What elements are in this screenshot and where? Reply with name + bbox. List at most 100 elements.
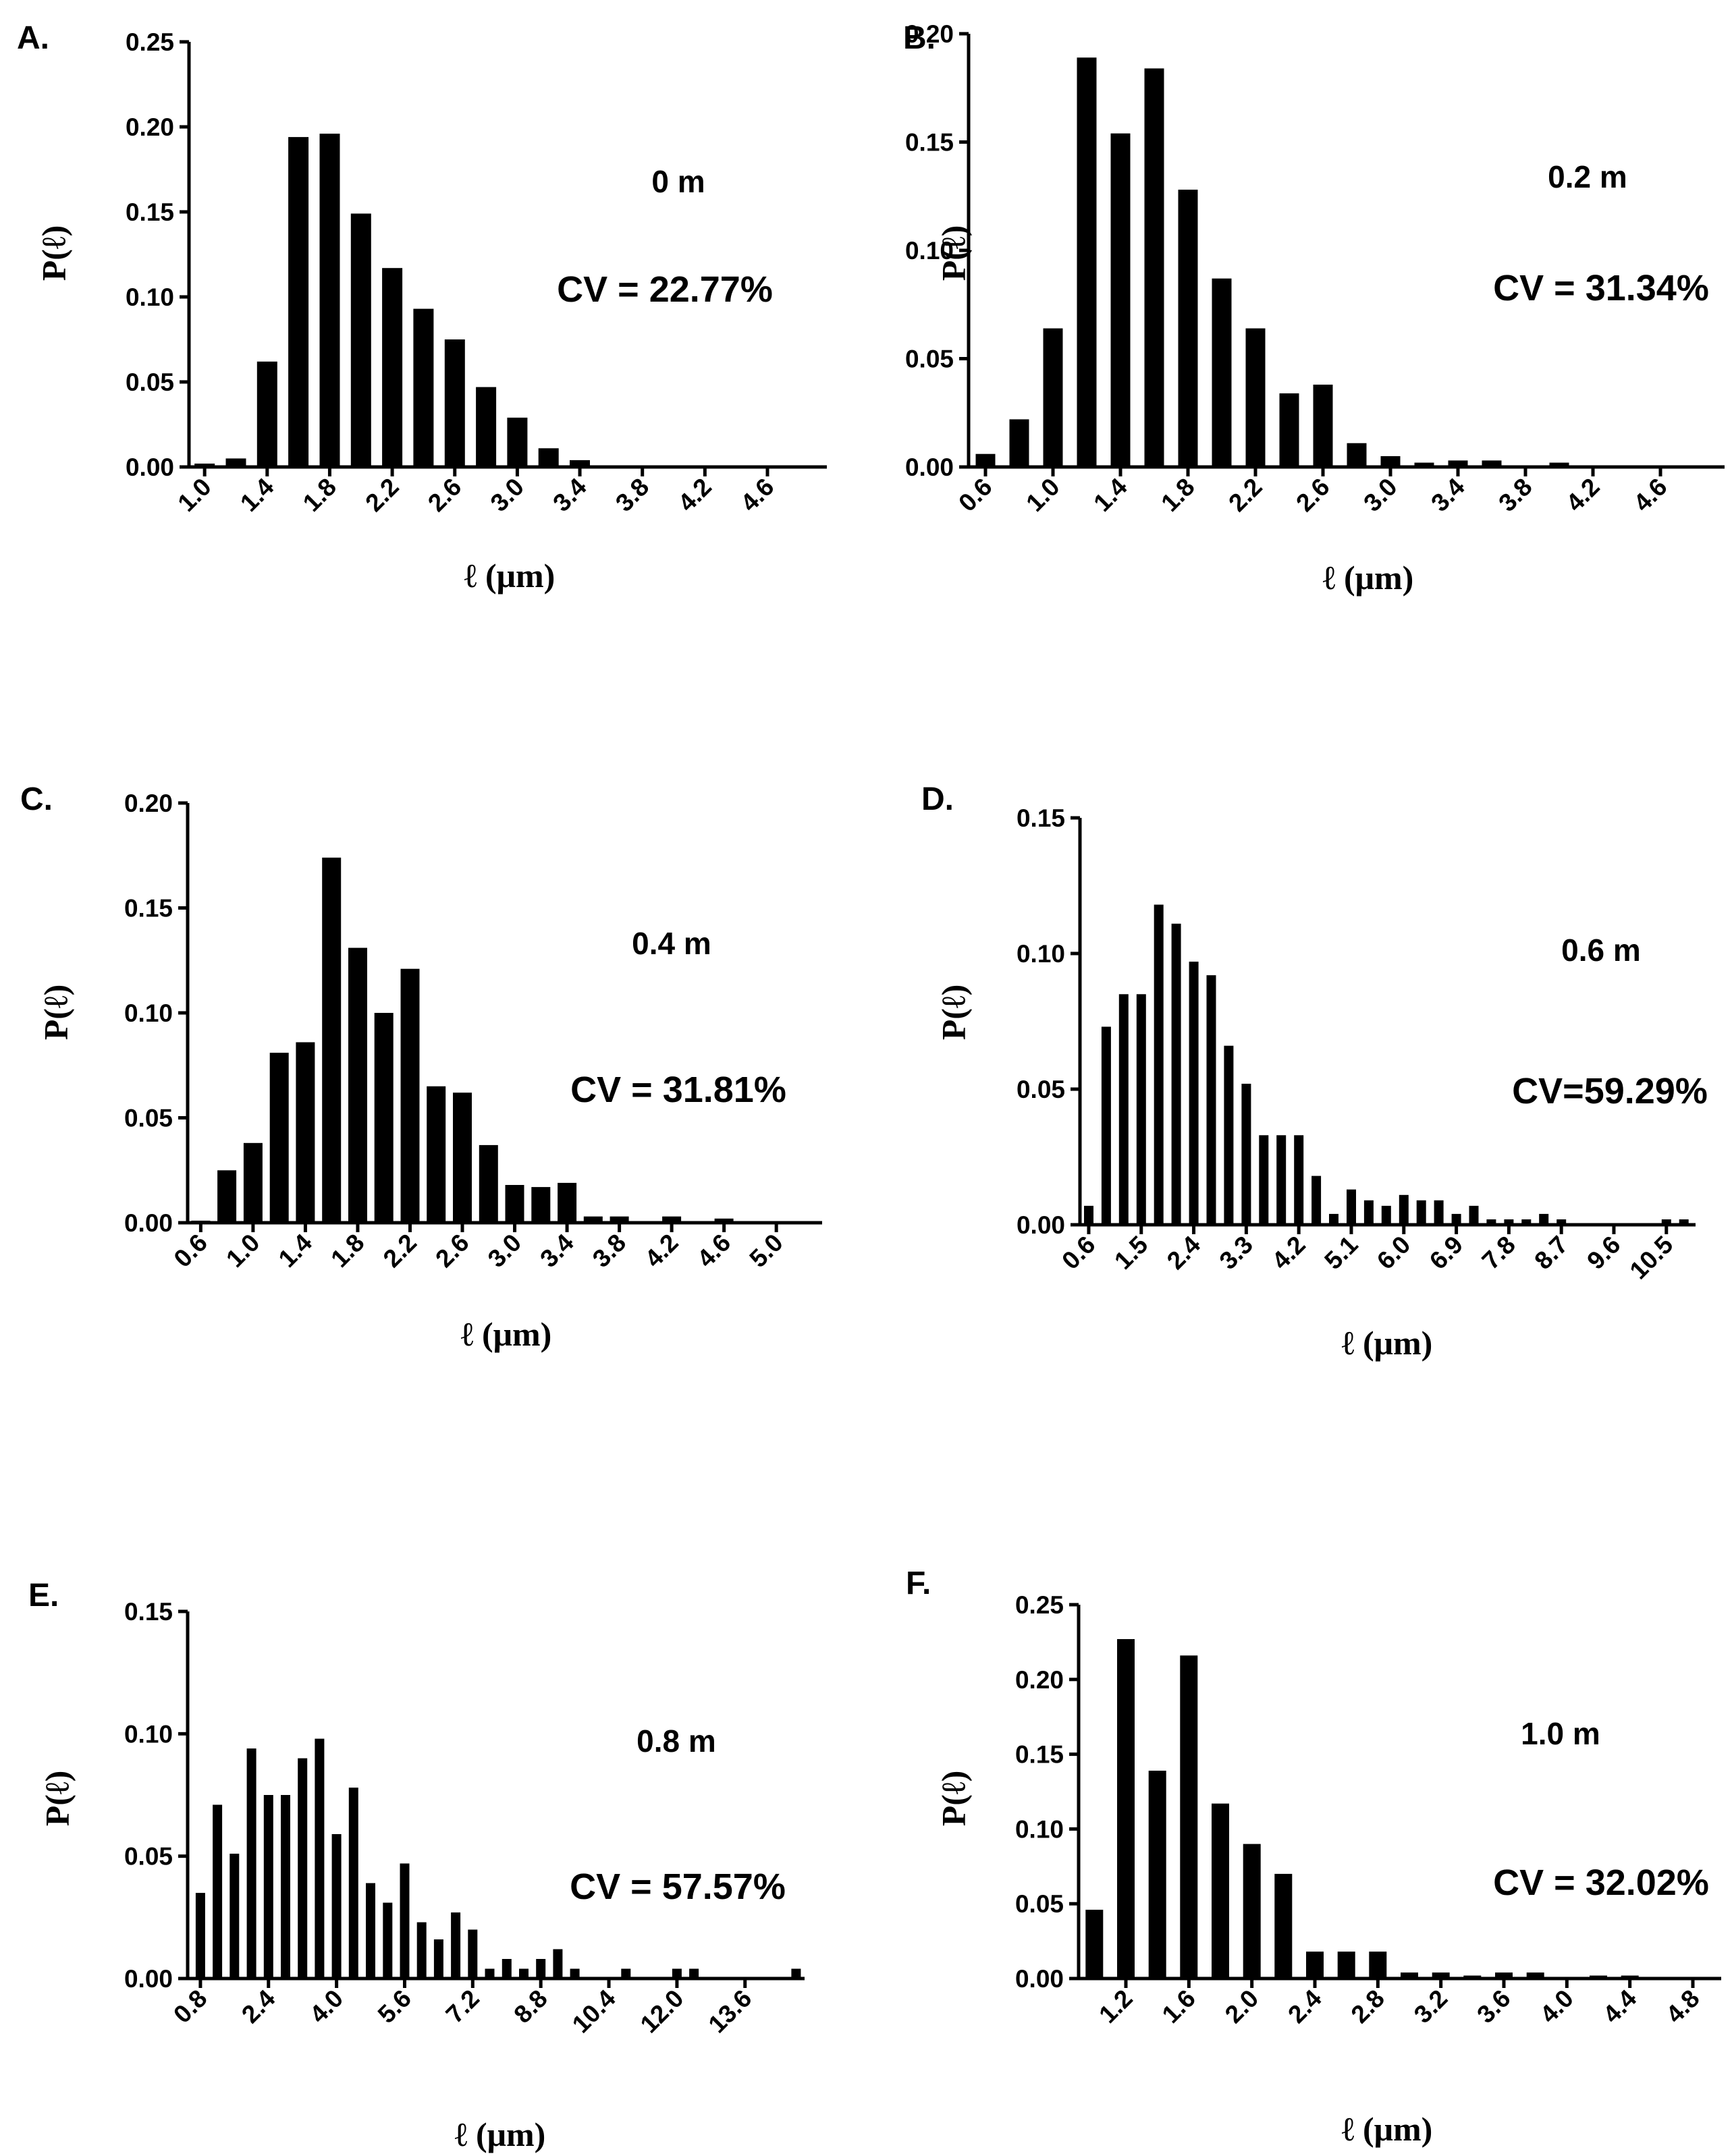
x-tick-label: 13.6 (703, 1985, 757, 2039)
chart-panel-d: D.0.000.050.100.150.6 1.5 2.4 3.3 4.2 5.1 6.0 6… (921, 781, 1708, 1362)
cv-annotation: CV=59.29% (1512, 1071, 1708, 1111)
y-tick-label: 0.25 (126, 28, 174, 56)
x-tick-label: 3.8 (1493, 473, 1537, 517)
chart-panel-a: A. 0.00 0.05 0.10 0.15 0.20 0.25 1.0 1.4 1.8 2.2 2.… (17, 20, 827, 595)
y-tick-label: 0.00 (124, 1209, 173, 1237)
x-tick-label: 3.3 (1214, 1231, 1258, 1275)
x-tick-label: 4.2 (1561, 473, 1604, 517)
histogram-bar (1136, 994, 1146, 1225)
y-tick-label: 0.05 (1015, 1890, 1064, 1918)
cv-annotation: CV = 57.57% (570, 1867, 786, 1907)
x-tick-label: 2.2 (1223, 473, 1267, 517)
y-tick-label: 0.05 (124, 1105, 173, 1132)
y-tick-label: 0.00 (1017, 1211, 1065, 1239)
histogram-bar (1241, 1084, 1251, 1225)
x-tick-label: 7.2 (441, 1985, 485, 2028)
histogram-bar (427, 1086, 446, 1223)
histogram-bar (1243, 1844, 1261, 1979)
x-tick-label: 10.5 (1625, 1231, 1679, 1285)
histogram-bar (1148, 1771, 1166, 1979)
histogram-bar (1434, 1200, 1444, 1225)
histogram-bar (1432, 1972, 1450, 1979)
x-tick-label: 2.8 (1346, 1985, 1390, 2028)
histogram-bar (195, 1893, 205, 1979)
histogram-bar (1224, 1045, 1234, 1225)
histogram-bar (1101, 1026, 1111, 1225)
histogram-bar (570, 1968, 580, 1979)
x-tick-label: 3.8 (610, 473, 654, 517)
histogram-bar (1117, 1639, 1135, 1979)
histogram-bar (476, 387, 497, 467)
histogram-bar (1245, 328, 1266, 467)
x-tick-label: 1.8 (325, 1229, 369, 1273)
histogram-bar (1329, 1213, 1338, 1225)
x-axis-title: ℓ (μm) (1323, 559, 1414, 597)
y-tick-label: 0.15 (126, 198, 174, 226)
histogram-bar (1369, 1952, 1387, 1979)
y-tick-label: 0.00 (1015, 1965, 1064, 1993)
x-tick-label: 2.6 (430, 1229, 474, 1273)
x-tick-label: 4.4 (1598, 1984, 1642, 2028)
x-tick-label: 2.4 (236, 1984, 281, 2028)
histogram-bar (1274, 1873, 1293, 1979)
y-tick-label: 0.25 (1015, 1591, 1064, 1619)
x-tick-label: 5.1 (1319, 1231, 1363, 1275)
x-tick-label: 0.6 (953, 473, 997, 517)
histogram-bar (1549, 462, 1569, 467)
histogram-bar (1118, 994, 1129, 1225)
x-tick-label: 1.6 (1157, 1985, 1201, 2028)
y-tick-label: 0.20 (126, 113, 174, 141)
histogram-bar (383, 1902, 393, 1979)
x-tick-label: 1.2 (1093, 1985, 1137, 2028)
histogram-bar (1294, 1135, 1304, 1225)
histogram-bar (433, 1939, 443, 1979)
histogram-bar (1451, 1213, 1461, 1225)
y-tick-label: 0.20 (1015, 1666, 1064, 1694)
histogram-bar (1206, 975, 1216, 1225)
histogram-bar (975, 453, 996, 467)
x-tick-label: 8.8 (508, 1985, 552, 2028)
x-tick-label: 3.4 (1426, 472, 1470, 517)
y-tick-label: 0.15 (905, 129, 954, 157)
histogram-bar (505, 1185, 524, 1223)
histogram-bar (1212, 1803, 1229, 1979)
histogram-bar (583, 1216, 603, 1223)
panel-label: F. (906, 1566, 931, 1601)
y-tick-label: 0.00 (905, 453, 954, 481)
x-tick-label: 3.4 (535, 1228, 579, 1273)
chart-panel-c: C. 0.00 0.05 0.10 0.15 0.20 0.6 1.0 1.4 1.8 2.2 2.6… (20, 781, 822, 1353)
y-tick-label: 0.15 (1015, 1741, 1064, 1769)
histogram-bar (322, 857, 342, 1223)
histogram-bar (1279, 393, 1299, 467)
chart-panel-e: E. 0.00 0.05 0.10 0.15 0.8 2.4 4.0 5.6 7.2 8.8 10.4… (28, 1578, 805, 2153)
histogram-bar (269, 1053, 289, 1223)
histogram-bar (1526, 1972, 1544, 1979)
distance-annotation: 0 m (651, 164, 705, 199)
histogram-bar (1448, 460, 1468, 467)
y-tick-label: 0.15 (1017, 804, 1065, 832)
x-tick-label: 12.0 (635, 1985, 689, 2039)
histogram-bar (1171, 923, 1181, 1225)
histogram-bar (502, 1959, 512, 1979)
histogram-bar (610, 1216, 629, 1223)
y-tick-label: 0.10 (124, 1720, 173, 1748)
x-tick-label: 1.0 (172, 473, 216, 517)
histogram-bar (1259, 1135, 1269, 1225)
x-tick-label: 1.4 (235, 472, 279, 517)
histogram-bar (1363, 1200, 1374, 1225)
x-tick-label: 2.4 (1282, 1984, 1327, 2028)
histogram-bar (416, 1922, 427, 1979)
y-tick-label: 0.15 (124, 895, 173, 922)
panel-label: E. (28, 1578, 59, 1613)
y-axis-title: P(ℓ) (934, 225, 972, 281)
histogram-bar (1043, 328, 1063, 467)
x-tick-label: 3.8 (587, 1229, 631, 1273)
x-tick-label: 10.4 (567, 1984, 621, 2038)
x-axis-title: ℓ (μm) (455, 2116, 546, 2153)
distance-annotation: 0.6 m (1561, 933, 1641, 968)
x-tick-label: 4.2 (673, 473, 717, 517)
histogram-bar (413, 308, 434, 467)
x-tick-label: 1.4 (1088, 472, 1133, 517)
histogram-bar (1399, 1194, 1409, 1225)
histogram-bar (1189, 962, 1199, 1225)
